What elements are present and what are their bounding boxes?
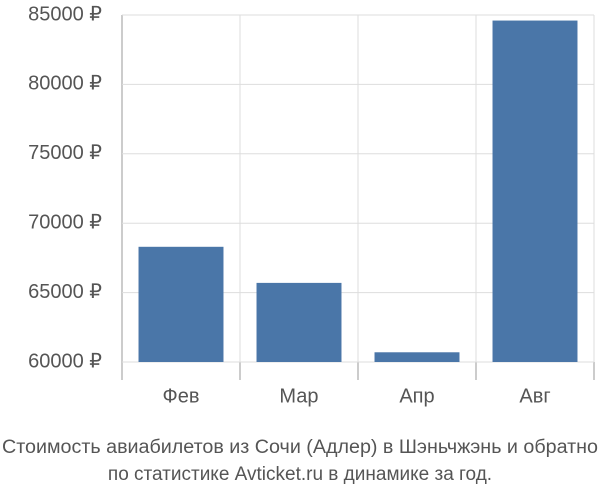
y-tick-label: 85000 ₽ [28, 3, 102, 25]
bar [374, 352, 460, 362]
x-tick-label: Фев [163, 385, 200, 407]
y-tick-label: 80000 ₽ [28, 73, 102, 95]
bar [138, 246, 224, 362]
x-tick-label: Апр [399, 385, 434, 407]
y-tick-label: 75000 ₽ [28, 142, 102, 164]
chart-subtitle: по статистике Avticket.ru в динамике за … [108, 464, 492, 485]
y-tick-label: 70000 ₽ [28, 211, 102, 233]
x-tick-label: Мар [279, 385, 318, 407]
x-tick-label: Авг [519, 385, 550, 407]
bar [256, 282, 342, 362]
bar [492, 20, 578, 362]
y-tick-label: 65000 ₽ [28, 281, 102, 303]
y-tick-label: 60000 ₽ [28, 350, 102, 372]
chart-title: Стоимость авиабилетов из Сочи (Адлер) в … [2, 437, 598, 458]
